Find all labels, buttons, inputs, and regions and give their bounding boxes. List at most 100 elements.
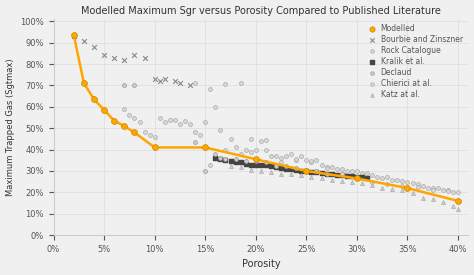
Rock Catalogue	[120, 107, 128, 111]
Declaud	[302, 169, 310, 173]
Kralik et al.	[227, 159, 234, 164]
Kralik et al.	[363, 176, 371, 181]
Katz at al.	[277, 172, 285, 176]
Rock Catalogue	[186, 122, 194, 126]
Katz at al.	[247, 168, 255, 172]
Kralik et al.	[348, 174, 356, 178]
Rock Catalogue	[156, 115, 164, 120]
Rock Catalogue	[434, 186, 442, 190]
Rock Catalogue	[348, 169, 356, 173]
Rock Catalogue	[201, 120, 209, 124]
Rock Catalogue	[338, 167, 346, 171]
Rock Catalogue	[363, 171, 371, 175]
Declaud	[191, 140, 199, 144]
Modelled	[120, 124, 128, 128]
Chierici at al.	[222, 82, 229, 87]
Kralik et al.	[328, 172, 336, 176]
Chierici at al.	[414, 185, 421, 189]
Chierici at al.	[399, 184, 406, 188]
Katz at al.	[257, 169, 264, 173]
Rock Catalogue	[424, 186, 431, 190]
Kralik et al.	[211, 156, 219, 160]
Rock Catalogue	[237, 152, 245, 156]
Kralik et al.	[232, 160, 239, 165]
Modelled	[353, 176, 361, 181]
Bourbie and Zinszner	[141, 56, 148, 60]
Rock Catalogue	[126, 113, 133, 118]
Katz at al.	[237, 164, 245, 169]
Declaud	[252, 159, 260, 164]
Kralik et al.	[237, 160, 245, 165]
Chierici at al.	[237, 81, 245, 86]
Kralik et al.	[343, 174, 351, 178]
Rock Catalogue	[136, 120, 143, 124]
Rock Catalogue	[181, 119, 189, 123]
Modelled	[201, 145, 209, 150]
Kralik et al.	[308, 170, 315, 174]
Rock Catalogue	[287, 152, 295, 156]
Modelled	[151, 145, 158, 150]
Declaud	[201, 169, 209, 173]
Rock Catalogue	[308, 160, 315, 165]
Rock Catalogue	[393, 177, 401, 182]
Kralik et al.	[358, 175, 366, 180]
Kralik et al.	[277, 166, 285, 170]
Rock Catalogue	[292, 158, 300, 163]
Modelled	[454, 199, 462, 203]
Katz at al.	[419, 196, 427, 200]
Kralik et al.	[222, 158, 229, 163]
Rock Catalogue	[389, 177, 396, 182]
Kralik et al.	[323, 172, 330, 176]
Katz at al.	[378, 186, 386, 190]
Katz at al.	[449, 204, 457, 208]
Declaud	[313, 169, 320, 173]
Katz at al.	[308, 175, 315, 180]
Rock Catalogue	[146, 133, 154, 137]
Kralik et al.	[292, 168, 300, 172]
Rock Catalogue	[439, 188, 447, 192]
Katz at al.	[389, 187, 396, 191]
Modelled	[90, 97, 98, 101]
Bourbie and Zinszner	[156, 79, 164, 83]
Rock Catalogue	[232, 145, 239, 150]
Chierici at al.	[368, 180, 376, 184]
Rock Catalogue	[247, 150, 255, 154]
Rock Catalogue	[298, 154, 305, 158]
Rock Catalogue	[383, 175, 391, 180]
Rock Catalogue	[353, 169, 361, 173]
Rock Catalogue	[419, 184, 427, 188]
Bourbie and Zinszner	[186, 83, 194, 88]
Kralik et al.	[283, 167, 290, 171]
Bourbie and Zinszner	[176, 81, 184, 86]
Rock Catalogue	[323, 164, 330, 169]
Modelled	[302, 169, 310, 173]
Rock Catalogue	[262, 147, 270, 152]
Rock Catalogue	[227, 137, 234, 141]
Rock Catalogue	[333, 167, 340, 171]
Kralik et al.	[252, 162, 260, 167]
Rock Catalogue	[449, 190, 457, 195]
Rock Catalogue	[176, 122, 184, 126]
Kralik et al.	[257, 162, 264, 167]
Katz at al.	[358, 181, 366, 185]
Rock Catalogue	[454, 190, 462, 195]
Chierici at al.	[292, 157, 300, 161]
Rock Catalogue	[272, 154, 280, 158]
Rock Catalogue	[242, 147, 249, 152]
Declaud	[232, 157, 239, 161]
Chierici at al.	[444, 189, 452, 194]
Katz at al.	[399, 188, 406, 192]
Katz at al.	[298, 173, 305, 177]
Katz at al.	[267, 170, 275, 174]
Rock Catalogue	[429, 186, 437, 190]
Rock Catalogue	[207, 162, 214, 167]
Rock Catalogue	[161, 120, 169, 124]
Rock Catalogue	[141, 130, 148, 135]
Bourbie and Zinszner	[131, 53, 138, 58]
Bourbie and Zinszner	[151, 77, 158, 81]
Bourbie and Zinszner	[70, 34, 78, 39]
Modelled	[131, 130, 138, 135]
Declaud	[131, 83, 138, 88]
Rock Catalogue	[277, 156, 285, 160]
Rock Catalogue	[131, 115, 138, 120]
